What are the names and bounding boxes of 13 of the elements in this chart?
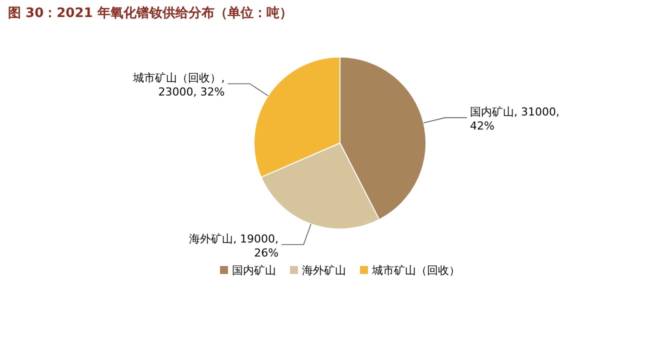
category-label: 国内矿山, 31000, <box>470 106 560 119</box>
text: 26% <box>254 246 279 260</box>
text: 23000, 32% <box>158 86 225 99</box>
chart-title: 图 30：2021 年氧化镨钕供给分布（单位：吨） <box>8 5 292 21</box>
legend-label: 国内矿山 <box>232 264 276 277</box>
category-label: 海外矿山, 19000, <box>189 232 279 246</box>
legend-label: 城市矿山（回收） <box>371 264 460 277</box>
pie-slice <box>340 56 426 220</box>
pie-slice <box>260 142 380 230</box>
legend-label: 海外矿山 <box>302 264 346 277</box>
pie-slice <box>254 56 340 178</box>
text: 42% <box>470 120 494 133</box>
category-label: 城市矿山（回收）, <box>133 72 225 85</box>
